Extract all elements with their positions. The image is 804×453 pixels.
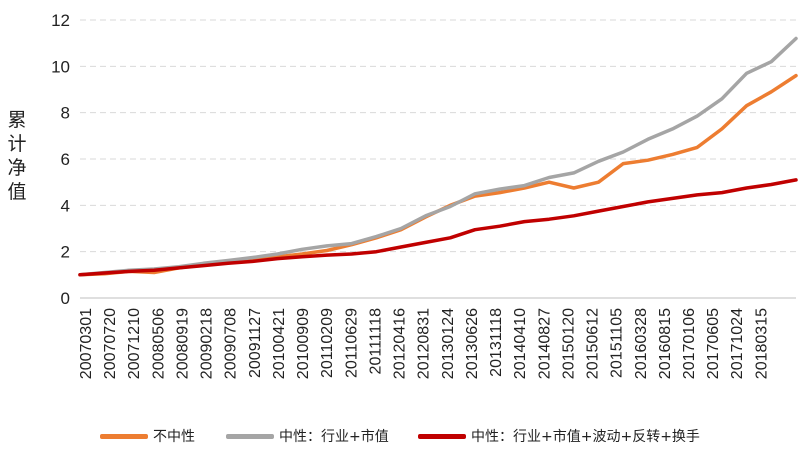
x-tick-label: 20140410	[512, 308, 529, 379]
x-tick-label: 20110209	[319, 308, 336, 378]
legend-item-unneutral: 不中性	[100, 426, 195, 446]
y-tick-label: 2	[61, 243, 70, 262]
y-axis-ticks: 0 2 4 6 8 10 12	[51, 11, 70, 308]
x-tick-label: 20130124	[440, 308, 457, 379]
x-axis-ticks: 20070301 20070720 20071210 20080506 20080919…	[78, 308, 770, 379]
y-axis-label-char-3: 净	[7, 157, 27, 179]
x-tick-label: 20091127	[247, 308, 264, 378]
x-tick-label: 20090708	[223, 308, 240, 379]
legend-label: 中性：行业+市值	[279, 429, 389, 445]
x-tick-label: 20140827	[536, 308, 553, 379]
x-tick-label: 20071210	[126, 308, 143, 379]
y-axis-label-char-2: 计	[7, 133, 27, 155]
x-tick-label: 20160815	[657, 308, 674, 379]
x-tick-label: 20070720	[102, 308, 119, 379]
x-tick-label: 20170106	[681, 308, 698, 379]
legend: 不中性 中性：行业+市值 中性：行业+市值+波动+反转+换手	[0, 426, 804, 446]
series-line-1	[78, 73, 798, 277]
x-tick-label: 20120416	[392, 308, 409, 379]
x-tick-label: 20070301	[78, 308, 95, 379]
y-tick-label: 6	[61, 150, 70, 169]
x-tick-label: 20100421	[271, 308, 288, 379]
legend-label: 不中性	[153, 429, 195, 445]
x-tick-label: 20080506	[150, 308, 167, 379]
legend-swatch-red	[418, 433, 466, 439]
y-tick-label: 4	[61, 196, 70, 215]
x-tick-label: 20130626	[464, 308, 481, 379]
x-tick-label: 20151105	[609, 308, 626, 378]
x-tick-label: 20160328	[633, 308, 650, 379]
y-tick-label: 10	[51, 57, 70, 76]
series-line-2	[78, 36, 798, 277]
x-tick-label: 20110629	[343, 308, 360, 378]
x-tick-label: 20180315	[753, 308, 770, 379]
x-tick-label: 20111118	[367, 308, 384, 375]
x-tick-label: 20150612	[585, 308, 602, 379]
y-tick-label: 8	[61, 104, 70, 123]
y-axis-label: 累 计 净 值	[6, 108, 28, 204]
x-tick-label: 20080919	[174, 308, 191, 379]
legend-swatch-gray	[226, 433, 274, 439]
y-axis-label-char-4: 值	[7, 181, 27, 203]
legend-item-industry-cap: 中性：行业+市值	[226, 426, 389, 446]
x-tick-label: 20090218	[199, 308, 216, 379]
x-tick-label: 20100909	[295, 308, 312, 379]
x-tick-label: 20120831	[416, 308, 433, 379]
x-tick-label: 20150120	[560, 308, 577, 379]
x-tick-label: 20170605	[705, 308, 722, 379]
legend-swatch-orange	[100, 433, 148, 439]
series-line-3	[78, 178, 798, 277]
y-tick-label: 0	[61, 289, 70, 308]
x-tick-label: 20171024	[729, 308, 746, 379]
series-lines	[78, 36, 798, 277]
legend-label: 中性：行业+市值+波动+反转+换手	[471, 429, 700, 445]
legend-item-full-neutral: 中性：行业+市值+波动+反转+换手	[418, 426, 700, 446]
gridlines	[80, 19, 796, 253]
x-tick-label: 20131118	[488, 308, 505, 377]
y-axis-label-char-1: 累	[7, 109, 27, 131]
y-tick-label: 12	[51, 11, 70, 30]
